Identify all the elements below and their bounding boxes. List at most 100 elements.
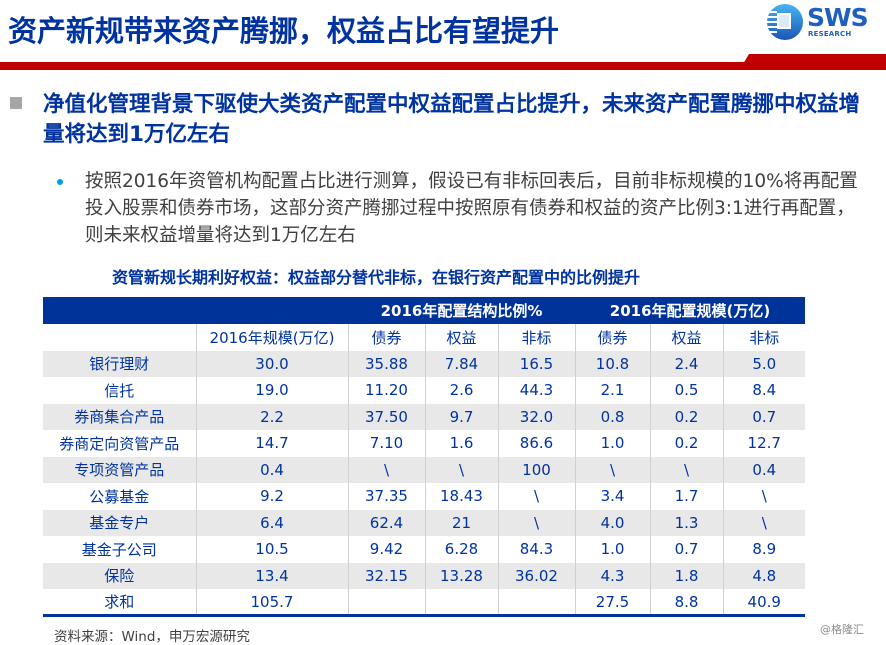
- row-label: 基金专户: [43, 509, 196, 536]
- table-row: 券商定向资管产品 14.7 7.10 1.6 86.6 1.0 0.2 12.7: [43, 430, 805, 457]
- table-cell: 2.6: [424, 377, 498, 404]
- table-cell: 1.0: [574, 430, 650, 457]
- row-label: 券商集合产品: [43, 403, 196, 430]
- column-header: 债券: [574, 324, 650, 351]
- table-cell: 105.7: [195, 589, 348, 616]
- header-divider: [0, 62, 886, 70]
- logo-subtext: RESEARCH: [808, 30, 852, 38]
- table-cell: \: [497, 509, 575, 536]
- dot-bullet-icon: [57, 179, 63, 185]
- watermark: @格隆汇: [820, 623, 864, 636]
- table-cell: 1.8: [649, 562, 723, 589]
- table-cell: 0.8: [574, 403, 650, 430]
- table-cell: 12.7: [722, 430, 805, 457]
- table-cell: 32.0: [497, 403, 575, 430]
- table-cell: 0.4: [195, 456, 348, 483]
- table-cell: 86.6: [497, 430, 575, 457]
- table-cell: 1.7: [649, 483, 723, 510]
- slide-title: 资产新规带来资产腾挪，权益占比有望提升: [8, 14, 560, 48]
- table-cell: 37.35: [347, 483, 425, 510]
- section-heading: 净值化管理背景下驱使大类资产配置中权益配置占比提升，未来资产配置腾挪中权益增量将…: [43, 92, 861, 147]
- column-header: 债券: [347, 324, 425, 351]
- table-cell: 4.0: [574, 509, 650, 536]
- table-cell: 9.2: [195, 483, 348, 510]
- table-row: 专项资管产品 0.4 \ \ 100 \ \ 0.4: [43, 456, 805, 483]
- table-cell: 9.42: [347, 536, 425, 563]
- table-cell: 84.3: [497, 536, 575, 563]
- table-cell: 14.7: [195, 430, 348, 457]
- table-cell: 36.02: [497, 562, 575, 589]
- table-cell: 7.10: [347, 430, 425, 457]
- row-label: 专项资管产品: [43, 456, 196, 483]
- row-label: 券商定向资管产品: [43, 430, 196, 457]
- table-row: 基金子公司 10.5 9.42 6.28 84.3 1.0 0.7 8.9: [43, 536, 805, 563]
- table-cell: 32.15: [347, 562, 425, 589]
- table-row: 保险 13.4 32.15 13.28 36.02 4.3 1.8 4.8: [43, 562, 805, 589]
- table-cell: \: [497, 483, 575, 510]
- table-cell: 4.8: [722, 562, 805, 589]
- table-row: 公募基金 9.2 37.35 18.43 \ 3.4 1.7 \: [43, 483, 805, 510]
- table-cell: 6.28: [424, 536, 498, 563]
- table-row: 基金专户 6.4 62.4 21 \ 4.0 1.3 \: [43, 509, 805, 536]
- table-cell: 11.20: [347, 377, 425, 404]
- table-cell: 3.4: [574, 483, 650, 510]
- table-row: 信托 19.0 11.20 2.6 44.3 2.1 0.5 8.4: [43, 377, 805, 404]
- row-label: 信托: [43, 377, 196, 404]
- row-label: 银行理财: [43, 350, 196, 377]
- table-cell: \: [424, 456, 498, 483]
- row-label: 求和: [43, 589, 196, 616]
- allocation-table: 2016年配置结构比例% 2016年配置规模(万亿) 2016年规模(万亿) 债…: [43, 297, 805, 617]
- table-cell: \: [347, 456, 425, 483]
- table-cell: [424, 589, 498, 616]
- table-cell: 10.8: [574, 350, 650, 377]
- table-cell: 62.4: [347, 509, 425, 536]
- table-cell: 16.5: [497, 350, 575, 377]
- column-header: [43, 324, 196, 351]
- table-cell: 2.1: [574, 377, 650, 404]
- table-cell: 5.0: [722, 350, 805, 377]
- table-group-header: [196, 297, 348, 324]
- table-cell: 1.0: [574, 536, 650, 563]
- table-cell: 30.0: [195, 350, 348, 377]
- table-cell: 6.4: [195, 509, 348, 536]
- table-title: 资管新规长期利好权益：权益部分替代非标，在银行资产配置中的比例提升: [112, 268, 641, 287]
- table-row: 券商集合产品 2.2 37.50 9.7 32.0 0.8 0.2 0.7: [43, 403, 805, 430]
- column-header: 非标: [497, 324, 575, 351]
- table-cell: 13.4: [195, 562, 348, 589]
- table-cell: \: [574, 456, 650, 483]
- table-cell: 100: [497, 456, 575, 483]
- table-group-header-structure: 2016年配置结构比例%: [348, 297, 575, 324]
- row-label: 保险: [43, 562, 196, 589]
- table-group-header-scale: 2016年配置规模(万亿): [575, 297, 805, 324]
- sws-logo: SWS RESEARCH: [763, 2, 883, 42]
- table-cell: 1.3: [649, 509, 723, 536]
- table-cell: 0.2: [649, 430, 723, 457]
- row-label: 基金子公司: [43, 536, 196, 563]
- column-header: 2016年规模(万亿): [195, 324, 348, 351]
- table-cell: 2.4: [649, 350, 723, 377]
- table-group-header-row: 2016年配置结构比例% 2016年配置规模(万亿): [43, 297, 805, 324]
- table-cell: [347, 589, 425, 616]
- table-cell: 40.9: [722, 589, 805, 616]
- table-cell: 35.88: [347, 350, 425, 377]
- table-cell: 37.50: [347, 403, 425, 430]
- table-cell: 21: [424, 509, 498, 536]
- table-cell: 1.6: [424, 430, 498, 457]
- sws-logo-icon: [763, 4, 803, 40]
- table-cell: 19.0: [195, 377, 348, 404]
- table-group-header: [43, 297, 196, 324]
- table-cell: 8.4: [722, 377, 805, 404]
- table-cell: 0.4: [722, 456, 805, 483]
- column-header: 非标: [722, 324, 805, 351]
- table-cell: [497, 589, 575, 616]
- table-cell: 10.5: [195, 536, 348, 563]
- table-cell: 0.2: [649, 403, 723, 430]
- table-cell: 27.5: [574, 589, 650, 616]
- table-cell: \: [722, 509, 805, 536]
- table-cell: 13.28: [424, 562, 498, 589]
- table-cell: 18.43: [424, 483, 498, 510]
- column-header: 权益: [424, 324, 498, 351]
- table-column-header-row: 2016年规模(万亿) 债券 权益 非标 债券 权益 非标: [43, 324, 805, 351]
- table-cell: \: [722, 483, 805, 510]
- logo-text: SWS: [807, 3, 869, 32]
